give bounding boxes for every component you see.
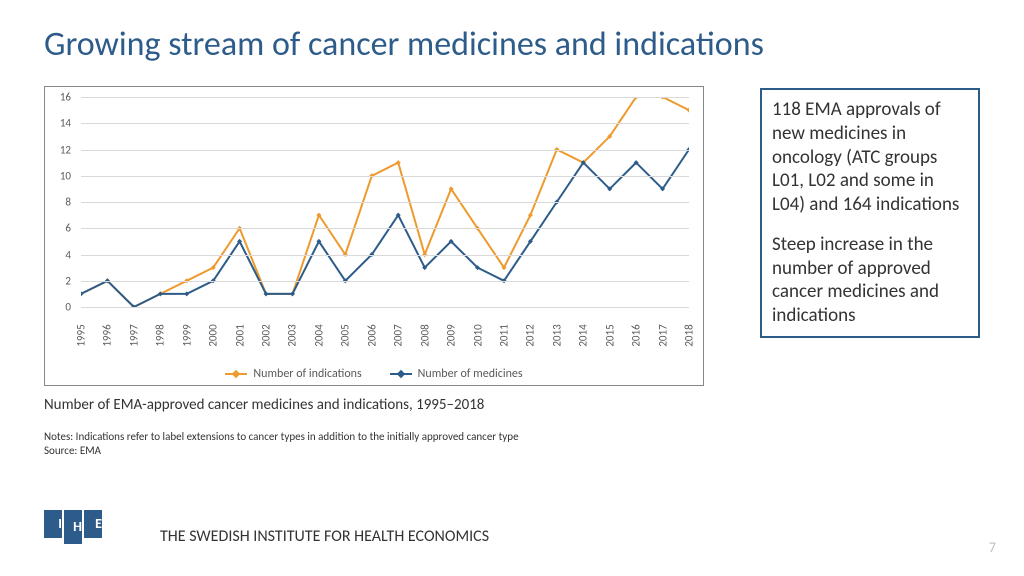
series-marker [634, 160, 639, 165]
x-tick-label: 2012 [524, 324, 537, 346]
x-tick-label: 1997 [127, 324, 140, 346]
x-tick-label: 2002 [260, 324, 273, 346]
gridline [81, 150, 689, 151]
x-tick-label: 2011 [497, 324, 510, 346]
ihe-logo: IHE [44, 510, 102, 544]
series-marker [211, 265, 216, 270]
series-marker [581, 160, 586, 165]
gridline [81, 176, 689, 177]
chart-caption: Number of EMA-approved cancer medicines … [44, 396, 484, 414]
series-marker [396, 160, 401, 165]
gridline [81, 307, 689, 308]
x-tick-label: 2001 [233, 324, 246, 346]
y-tick-label: 14 [60, 117, 71, 130]
series-marker [264, 291, 269, 296]
gridline [81, 97, 689, 98]
notes-line-1: Notes: Indications refer to label extens… [44, 430, 519, 444]
legend-label: Number of medicines [418, 367, 523, 381]
series-marker [158, 291, 163, 296]
legend-swatch [390, 373, 412, 375]
y-axis: 0246810121416 [45, 97, 75, 307]
y-tick-label: 10 [60, 169, 71, 182]
y-tick-label: 0 [65, 301, 71, 314]
series-marker [316, 213, 321, 218]
x-tick-label: 2018 [683, 324, 696, 346]
gridline [81, 202, 689, 203]
summary-box: 118 EMA approvals of new medicines in on… [760, 88, 980, 338]
series-marker [607, 186, 612, 191]
x-tick-label: 2008 [418, 324, 431, 346]
series-marker [449, 186, 454, 191]
series-marker [290, 291, 295, 296]
x-tick-label: 2004 [312, 324, 325, 346]
series-marker [581, 160, 586, 165]
x-tick-label: 2005 [339, 324, 352, 346]
y-tick-label: 2 [65, 274, 71, 287]
y-tick-label: 8 [65, 196, 71, 209]
x-tick-label: 2007 [392, 324, 405, 346]
legend-item: Number of indications [225, 367, 361, 381]
x-tick-label: 1995 [75, 324, 88, 346]
chart-notes: Notes: Indications refer to label extens… [44, 430, 519, 459]
series-marker [264, 291, 269, 296]
y-tick-label: 4 [65, 248, 71, 261]
x-tick-label: 1998 [154, 324, 167, 346]
x-tick-label: 2000 [207, 324, 220, 346]
x-tick-label: 2009 [445, 324, 458, 346]
series-marker [237, 239, 242, 244]
institute-name: THE SWEDISH INSTITUTE FOR HEALTH ECONOMI… [160, 527, 489, 546]
series-marker [81, 291, 84, 296]
x-tick-label: 2015 [603, 324, 616, 346]
x-tick-label: 2003 [286, 324, 299, 346]
series-marker [81, 291, 84, 296]
gridline [81, 123, 689, 124]
series-marker [316, 239, 321, 244]
series-marker [290, 291, 295, 296]
slide-title: Growing stream of cancer medicines and i… [44, 24, 764, 65]
x-tick-label: 1999 [180, 324, 193, 346]
page-number: 7 [989, 539, 996, 556]
notes-line-2: Source: EMA [44, 444, 519, 458]
summary-para-2: Steep increase in the number of approved… [772, 233, 968, 328]
series-marker [528, 239, 533, 244]
y-tick-label: 16 [60, 91, 71, 104]
x-tick-label: 2006 [365, 324, 378, 346]
chart-legend: Number of indications Number of medicines [45, 365, 703, 381]
x-tick-label: 2016 [630, 324, 643, 346]
gridline [81, 255, 689, 256]
x-tick-label: 2010 [471, 324, 484, 346]
series-marker [501, 265, 506, 270]
logo-bar: I [44, 510, 62, 538]
series-marker [687, 108, 690, 113]
gridline [81, 281, 689, 282]
series-marker [528, 213, 533, 218]
x-axis: 1995199619971998199920002001200220032004… [81, 311, 689, 361]
summary-para-1: 118 EMA approvals of new medicines in on… [772, 98, 968, 217]
gridline [81, 228, 689, 229]
logo-bar: E [84, 510, 102, 538]
series-marker [449, 239, 454, 244]
series-marker [184, 291, 189, 296]
series-marker [422, 265, 427, 270]
legend-swatch [225, 373, 247, 375]
chart-container: 0 2 4 6 8 10 12 14 16 1995 1996 1997 1998 1999 2000 20… [44, 86, 704, 386]
legend-label: Number of indications [253, 367, 361, 381]
legend-item: Number of medicines [390, 367, 523, 381]
x-tick-label: 2017 [656, 324, 669, 346]
series-marker [475, 265, 480, 270]
logo-bar: H [64, 510, 82, 544]
plot-area [81, 97, 689, 307]
x-tick-label: 2014 [577, 324, 590, 346]
series-marker [660, 186, 665, 191]
y-tick-label: 12 [60, 143, 71, 156]
x-tick-label: 1996 [101, 324, 114, 346]
series-marker [396, 213, 401, 218]
x-tick-label: 2013 [550, 324, 563, 346]
series-marker [607, 134, 612, 139]
series-marker [158, 291, 163, 296]
y-tick-label: 6 [65, 222, 71, 235]
